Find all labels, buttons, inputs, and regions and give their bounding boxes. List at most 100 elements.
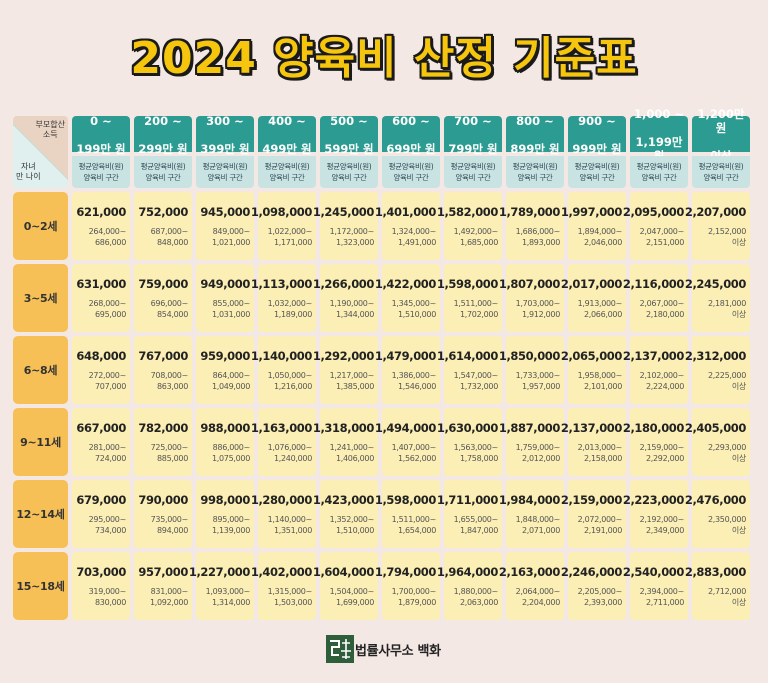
table-cell: 2,137,000 2,013,000~ 2,158,000 — [561, 408, 626, 476]
support-range-high: 1,879,000 — [397, 597, 436, 607]
support-range-high: 1,385,000 — [335, 381, 374, 391]
support-range-high: 2,711,000 — [645, 597, 684, 607]
support-range-low: 1,315,000~ — [267, 586, 313, 596]
age-group-label: 3~5세 — [13, 264, 68, 332]
income-bracket-header: 1,200만 원이상 — [692, 107, 750, 163]
income-bracket-line1: 500 ~ — [330, 113, 368, 128]
average-support-amount: 2,017,000 — [560, 276, 623, 291]
column-subheader: 평균양육비(원) 양육비 구간 — [692, 156, 750, 188]
average-support-amount: 2,312,000 — [684, 348, 747, 363]
support-range-high: 2,204,000 — [521, 597, 560, 607]
income-bracket-line2: 499만 원 — [262, 141, 312, 156]
support-range-low: 1,032,000~ — [267, 298, 313, 308]
subheader-range-label: 양육비 구간 — [331, 173, 367, 182]
table-cell: 1,140,000 1,050,000~ 1,216,000 — [251, 336, 316, 404]
average-support-amount: 1,807,000 — [498, 276, 561, 291]
average-support-amount: 667,000 — [76, 420, 126, 435]
support-range-high: 1,021,000 — [211, 237, 250, 247]
average-support-amount: 998,000 — [200, 492, 250, 507]
support-range-low: 1,733,000~ — [515, 370, 561, 380]
subheader-range-label: 양육비 구간 — [703, 173, 739, 182]
support-range-low: 2,293,000 — [707, 442, 746, 452]
support-range-high: 이상 — [731, 381, 746, 391]
average-support-amount: 1,402,000 — [250, 564, 313, 579]
average-support-amount: 2,137,000 — [622, 348, 685, 363]
age-group-label: 15~18세 — [13, 552, 68, 620]
support-range-high: 2,393,000 — [583, 597, 622, 607]
column-subheader: 평균양육비(원) 양육비 구간 — [568, 156, 626, 188]
average-support-amount: 957,000 — [138, 564, 188, 579]
average-support-amount: 1,318,000 — [312, 420, 375, 435]
subheader-average-label: 평균양육비(원) — [574, 162, 620, 171]
subheader-average-label: 평균양육비(원) — [698, 162, 744, 171]
support-range-low: 886,000~ — [212, 442, 251, 452]
support-range-low: 1,324,000~ — [391, 226, 437, 236]
subheader-average-label: 평균양육비(원) — [512, 162, 558, 171]
table-cell: 1,494,000 1,407,000~ 1,562,000 — [375, 408, 440, 476]
table-cell: 998,000 895,000~ 1,139,000 — [196, 480, 254, 548]
support-range-high: 2,012,000 — [521, 453, 560, 463]
support-range-low: 831,000~ — [150, 586, 189, 596]
income-bracket-line1: 1,200만 원 — [697, 106, 745, 135]
support-range-low: 2,152,000 — [707, 226, 746, 236]
subheader-average-label: 평균양육비(원) — [140, 162, 186, 171]
table-cell: 2,223,000 2,192,000~ 2,349,000 — [623, 480, 688, 548]
average-support-amount: 2,065,000 — [560, 348, 623, 363]
table-cell: 2,095,000 2,047,000~ 2,151,000 — [623, 192, 688, 260]
table-cell: 1,479,000 1,386,000~ 1,546,000 — [375, 336, 440, 404]
table-cell: 1,113,000 1,032,000~ 1,189,000 — [251, 264, 316, 332]
table-cell: 2,065,000 1,958,000~ 2,101,000 — [561, 336, 626, 404]
average-support-amount: 949,000 — [200, 276, 250, 291]
support-range-low: 272,000~ — [88, 370, 127, 380]
support-range-low: 1,703,000~ — [515, 298, 561, 308]
income-bracket-line1: 0 ~ — [90, 113, 112, 128]
support-range-low: 1,913,000~ — [577, 298, 623, 308]
support-range-low: 1,093,000~ — [205, 586, 251, 596]
income-bracket-line1: 300 ~ — [206, 113, 244, 128]
average-support-amount: 1,604,000 — [312, 564, 375, 579]
income-bracket-header: 500 ~ 599만 원 — [320, 113, 378, 156]
average-support-amount: 759,000 — [138, 276, 188, 291]
support-range-low: 855,000~ — [212, 298, 251, 308]
table-cell: 1,604,000 1,504,000~ 1,699,000 — [313, 552, 378, 620]
subheader-range-label: 양육비 구간 — [517, 173, 553, 182]
support-range-low: 1,511,000~ — [453, 298, 499, 308]
support-range-high: 1,510,000 — [335, 525, 374, 535]
support-range-high: 1,562,000 — [397, 453, 436, 463]
column-subheader: 평균양육비(원) 양육비 구간 — [196, 156, 254, 188]
average-support-amount: 1,227,000 — [188, 564, 251, 579]
table-cell: 648,000 272,000~ 707,000 — [72, 336, 130, 404]
support-range-high: 이상 — [731, 525, 746, 535]
table-cell: 621,000 264,000~ 686,000 — [72, 192, 130, 260]
average-support-amount: 621,000 — [76, 204, 126, 219]
table-cell: 1,964,000 1,880,000~ 2,063,000 — [437, 552, 502, 620]
support-range-high: 2,191,000 — [583, 525, 622, 535]
table-cell: 667,000 281,000~ 724,000 — [72, 408, 130, 476]
table-cell: 1,422,000 1,345,000~ 1,510,000 — [375, 264, 440, 332]
subheader-average-label: 평균양육비(원) — [388, 162, 434, 171]
support-range-high: 1,732,000 — [459, 381, 498, 391]
income-bracket-header: 900 ~ 999만 원 — [568, 114, 626, 156]
average-support-amount: 1,582,000 — [436, 204, 499, 219]
income-bracket-line2: 199만 원 — [76, 141, 126, 156]
table-cell: 1,789,000 1,686,000~ 1,893,000 — [499, 192, 564, 260]
income-bracket-line2: 899만 원 — [510, 141, 560, 156]
average-support-amount: 1,598,000 — [374, 492, 437, 507]
table-cell: 2,476,000 2,350,000 이상 — [685, 480, 750, 548]
support-range-high: 724,000 — [95, 453, 126, 463]
support-range-low: 1,958,000~ — [577, 370, 623, 380]
support-range-high: 이상 — [731, 597, 746, 607]
table-cell: 1,614,000 1,547,000~ 1,732,000 — [437, 336, 502, 404]
subheader-range-label: 양육비 구간 — [393, 173, 429, 182]
column-subheader: 평균양육비(원) 양육비 구간 — [258, 156, 316, 188]
age-group-label: 12~14세 — [13, 480, 68, 548]
support-range-high: 1,957,000 — [521, 381, 560, 391]
column-subheader: 평균양육비(원) 양육비 구간 — [444, 156, 502, 188]
support-range-low: 2,102,000~ — [639, 370, 685, 380]
table-cell: 790,000 735,000~ 894,000 — [134, 480, 192, 548]
average-support-amount: 1,422,000 — [374, 276, 437, 291]
income-bracket-line1: 200 ~ — [144, 113, 182, 128]
support-range-low: 1,700,000~ — [391, 586, 437, 596]
corner-income-label: 부모합산 소득 — [35, 120, 65, 139]
support-range-low: 268,000~ — [88, 298, 127, 308]
